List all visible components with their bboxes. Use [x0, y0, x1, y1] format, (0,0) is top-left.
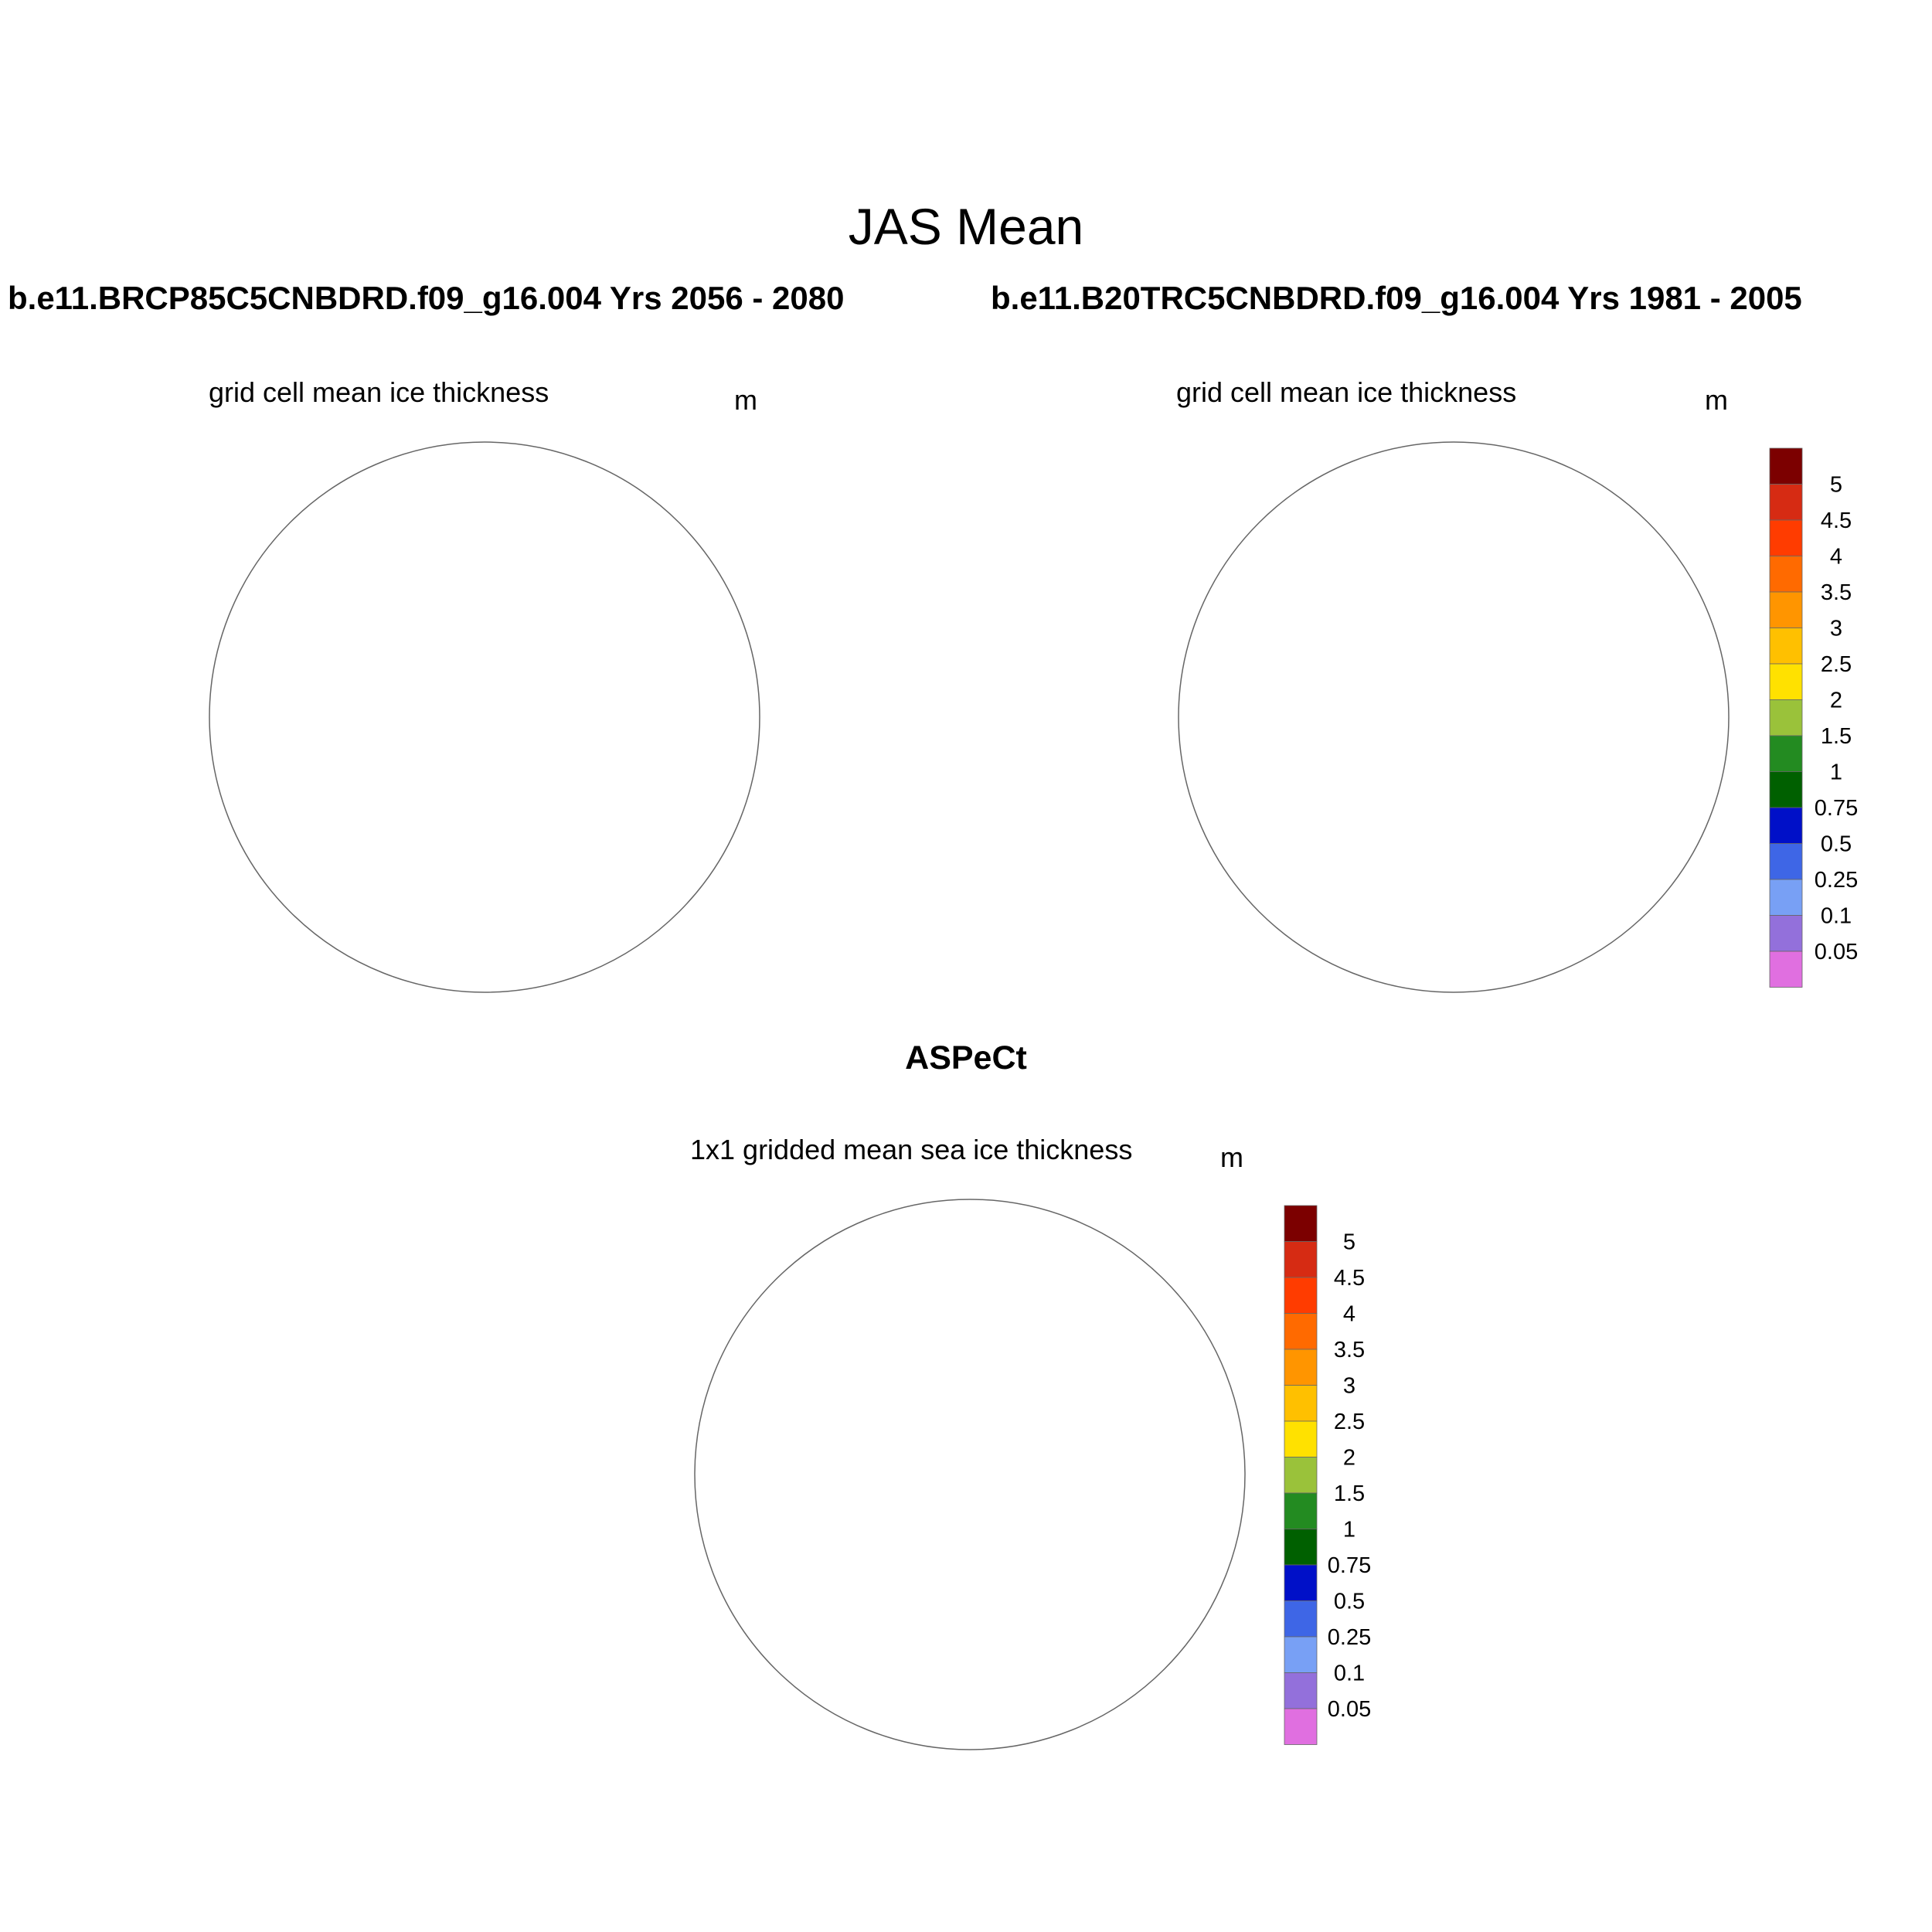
colorbar-swatch: [1769, 556, 1803, 593]
colorbar-label: 0.75: [1328, 1553, 1371, 1578]
colorbar-label: 4: [1343, 1302, 1355, 1327]
colorbar-obs: 5 4.5 4 3.5 3 2.5 2 1.5 1 0.75 0.5 0.25 0.1 0.05: [1284, 1205, 1371, 1745]
map-aspect-obs: [694, 1199, 1246, 1750]
colorbar-label: 4.5: [1821, 509, 1852, 533]
panel-left-subtitle: grid cell mean ice thickness: [209, 376, 549, 408]
panel-right-units: m: [1705, 384, 1728, 416]
colorbar-label: 1: [1830, 760, 1842, 785]
figure-title: JAS Mean: [848, 198, 1084, 255]
panel-obs-subtitle: 1x1 gridded mean sea ice thickness: [690, 1134, 1133, 1165]
colorbar-label: 4.5: [1334, 1266, 1365, 1291]
colorbar-label: 1.5: [1334, 1481, 1365, 1506]
colorbar-label: 0.05: [1815, 940, 1858, 964]
colorbar-swatch: [1769, 807, 1803, 844]
map-boundary: [694, 1199, 1246, 1750]
colorbar-label: 3: [1343, 1374, 1355, 1399]
colorbar-swatch: [1769, 447, 1803, 485]
colorbar-label: 0.1: [1334, 1662, 1365, 1686]
colorbar-label: 0.25: [1815, 868, 1858, 893]
case-left-header: b.e11.BRCP85C5CNBDRD.f09_g16.004 Yrs 205…: [8, 280, 845, 316]
colorbar-swatch: [1284, 1600, 1318, 1638]
colorbar-swatch: [1769, 735, 1803, 772]
case-right-header: b.e11.B20TRC5CNBDRD.f09_g16.004 Yrs 1981…: [991, 280, 1802, 316]
map-model-historical: [1178, 441, 1730, 993]
colorbar-label: 0.1: [1821, 904, 1852, 929]
colorbar-swatch: [1769, 484, 1803, 521]
colorbar-swatch: [1284, 1457, 1318, 1494]
colorbar-label: 2.5: [1334, 1410, 1365, 1434]
map-model-future: [209, 441, 760, 993]
colorbar-swatch: [1769, 591, 1803, 628]
colorbar-swatch: [1769, 519, 1803, 556]
colorbar-swatch: [1769, 843, 1803, 880]
colorbar-swatch: [1769, 699, 1803, 736]
colorbar-swatch: [1284, 1420, 1318, 1458]
colorbar-label: 2.5: [1821, 652, 1852, 677]
panel-right-subtitle: grid cell mean ice thickness: [1176, 376, 1517, 408]
colorbar-label: 0.5: [1334, 1590, 1365, 1614]
colorbar-swatch: [1284, 1529, 1318, 1566]
colorbar-label: 4: [1830, 545, 1842, 570]
colorbar-swatch: [1769, 879, 1803, 916]
colorbar-swatch: [1284, 1564, 1318, 1601]
colorbar-swatch: [1284, 1708, 1318, 1745]
colorbar-swatch: [1284, 1241, 1318, 1278]
colorbar-swatch: [1284, 1385, 1318, 1422]
colorbar-label: 5: [1343, 1230, 1355, 1255]
colorbar-label: 0.05: [1328, 1697, 1371, 1722]
colorbar-swatch: [1769, 915, 1803, 952]
map-boundary: [1178, 441, 1730, 993]
colorbar-label: 5: [1830, 473, 1842, 498]
colorbar-label: 2: [1830, 689, 1842, 713]
colorbar-label: 1.5: [1821, 724, 1852, 749]
colorbar-label: 3.5: [1821, 580, 1852, 605]
colorbar-swatch: [1284, 1492, 1318, 1529]
colorbar-swatch: [1769, 771, 1803, 808]
colorbar-swatch: [1769, 663, 1803, 700]
colorbar-label: 1: [1343, 1518, 1355, 1543]
colorbar-label: 0.75: [1815, 796, 1858, 821]
obs-title: ASPeCt: [905, 1039, 1027, 1077]
panel-left-units: m: [734, 384, 757, 416]
colorbar-label: 3.5: [1334, 1338, 1365, 1362]
colorbar-swatch: [1769, 628, 1803, 665]
colorbar-right: 5 4.5 4 3.5 3 2.5 2 1.5 1 0.75 0.5 0.25 0.1 0.05: [1769, 447, 1858, 988]
colorbar-swatch: [1284, 1636, 1318, 1673]
colorbar-label: 2: [1343, 1446, 1355, 1471]
colorbar-label: 0.25: [1328, 1625, 1371, 1650]
colorbar-swatch: [1284, 1277, 1318, 1314]
colorbar-swatch: [1769, 951, 1803, 988]
panel-obs-units: m: [1220, 1141, 1243, 1173]
map-boundary: [209, 441, 760, 993]
colorbar-swatch: [1284, 1205, 1318, 1242]
colorbar-swatch: [1284, 1313, 1318, 1350]
colorbar-label: 0.5: [1821, 832, 1852, 857]
colorbar-label: 3: [1830, 617, 1842, 641]
colorbar-swatch: [1284, 1349, 1318, 1386]
colorbar-swatch: [1284, 1672, 1318, 1709]
